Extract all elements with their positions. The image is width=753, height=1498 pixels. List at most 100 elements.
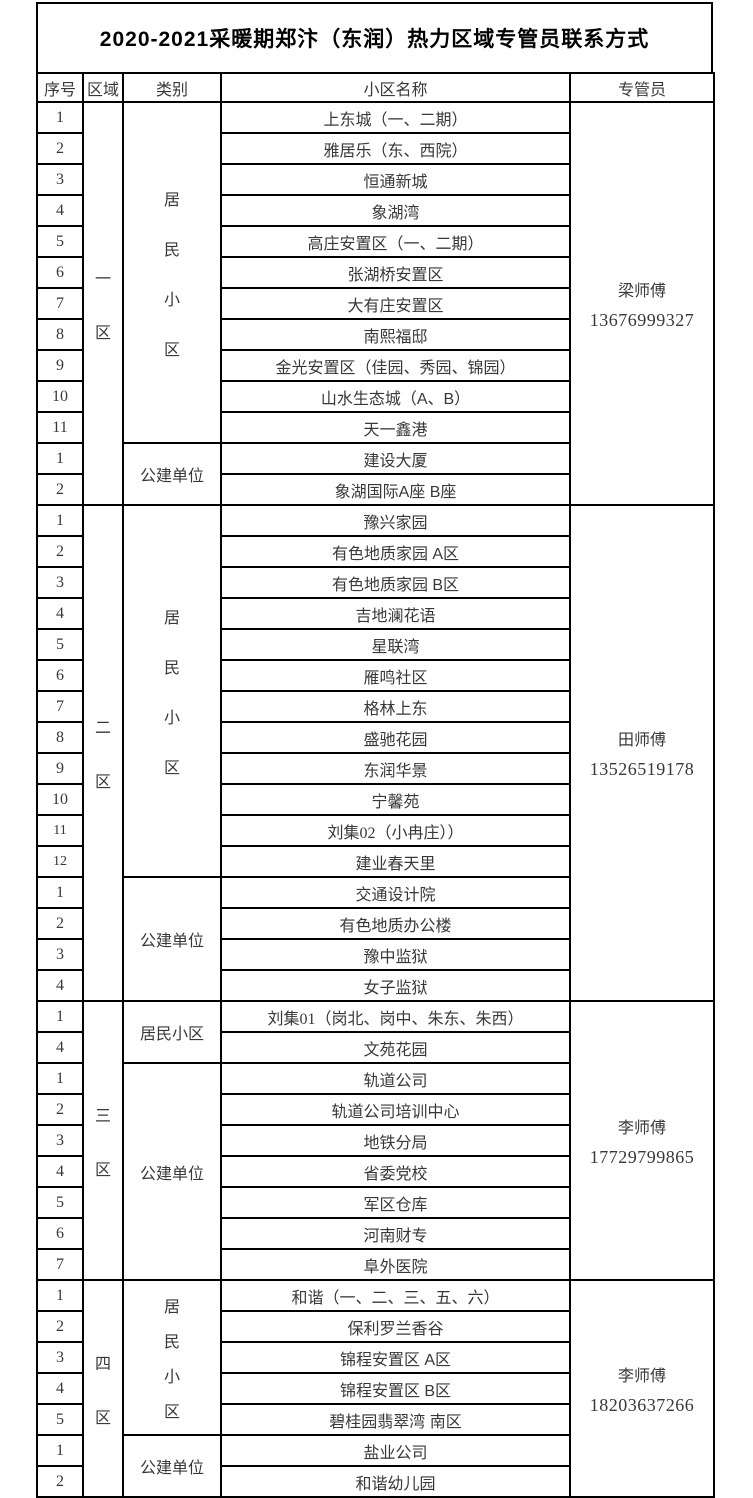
manager-name: 李师傅 [617,1119,666,1137]
cell-serial: 1 [36,504,84,537]
cell-region: 二区 [82,504,124,1002]
cell-serial: 9 [36,349,84,382]
cell-serial: 10 [36,380,84,413]
cell-community: 和谐幼儿园 [220,1465,571,1498]
cell-community: 建业春天里 [220,845,571,878]
cell-serial: 1 [36,1434,84,1467]
manager-name: 梁师傅 [617,282,666,300]
cell-serial: 5 [36,628,84,661]
header-row: 序号 区域 类别 小区名称 专管员 [36,72,715,103]
cell-category: 公建单位 [122,1434,222,1498]
cell-community: 金光安置区（佳园、秀园、锦园） [220,349,571,382]
cell-community: 有色地质家园 A区 [220,535,571,568]
cell-community: 军区仓库 [220,1186,571,1219]
cell-category: 居民小区 [122,1000,222,1064]
cell-community: 豫兴家园 [220,504,571,537]
cell-serial: 9 [36,752,84,785]
cell-manager: 李师傅 17729799865 [569,1000,715,1281]
cell-community: 和谐（一、二、三、五、六） [220,1279,571,1312]
cell-community: 有色地质办公楼 [220,907,571,940]
cell-serial: 8 [36,318,84,351]
col-header-region: 区域 [82,72,124,103]
cell-community: 雁鸣社区 [220,659,571,692]
cell-community: 刘集01（岗北、岗中、朱东、朱西） [220,1000,571,1033]
cell-serial: 5 [36,1186,84,1219]
table-row: 2 有色地质家园 A区 [36,535,714,568]
table-row: 12 建业春天里 [36,845,714,878]
document-page: 2020-2021采暖期郑汴（东润）热力区域专管员联系方式 序号 区域 类别 小… [36,2,715,1498]
table-row: 6 河南财专 [36,1217,714,1250]
table-row: 1 公建单位 轨道公司 [36,1062,714,1281]
manager-name: 李师傅 [617,1367,666,1385]
cell-serial: 2 [36,1093,84,1126]
table-row: 4 象湖湾 [36,194,714,227]
cell-community: 省委党校 [220,1155,571,1188]
cell-serial: 4 [36,1031,84,1064]
cell-category: 公建单位 [122,1062,222,1281]
table-row: 5 星联湾 [36,628,714,661]
table-row: 5 军区仓库 [36,1186,714,1219]
table-row: 7 格林上东 [36,690,714,723]
cell-serial: 12 [36,845,84,878]
manager-phone: 13526519178 [589,759,695,779]
col-header-category: 类别 [122,72,222,103]
cell-community: 星联湾 [220,628,571,661]
table-row: 9 金光安置区（佳园、秀园、锦园） [36,349,714,382]
table-row: 3 恒通新城 [36,163,714,196]
cell-serial: 2 [36,1310,84,1343]
cell-community: 格林上东 [220,690,571,723]
cell-serial: 6 [36,659,84,692]
table-row: 6 雁鸣社区 [36,659,714,692]
manager-name: 田师傅 [617,732,666,749]
cell-region: 一区 [82,101,124,506]
table-row: 1 一区居民小区上东城（一、二期） 梁师傅 13676999327 [36,101,715,506]
table-row: 1 二区居民小区豫兴家园 田师傅 13526519178 [36,504,715,1002]
table-row: 4 女子监狱 [36,969,714,1002]
cell-community: 锦程安置区 B区 [220,1372,571,1405]
cell-serial: 3 [36,1341,84,1374]
table-row: 1 三区居民小区 刘集01（岗北、岗中、朱东、朱西） 李师傅 17729799865 [36,1000,715,1281]
table-row: 1 公建单位 交通设计院 [36,876,714,1002]
table-row: 5 高庄安置区（一、二期） [36,225,714,258]
cell-category: 公建单位 [122,876,222,1002]
cell-manager: 李师傅 18203637266 [569,1279,715,1498]
table-row: 2 雅居乐（东、西院） [36,132,714,165]
col-header-serial: 序号 [36,72,84,103]
cell-serial: 7 [36,690,84,723]
table-row: 4 吉地澜花语 [36,597,714,630]
cell-region: 四区 [82,1279,124,1498]
table-row: 4 省委党校 [36,1155,714,1188]
cell-community: 象湖国际A座 B座 [220,473,571,506]
cell-serial: 1 [36,1279,84,1312]
table-row: 2 象湖国际A座 B座 [36,473,714,506]
cell-community: 轨道公司 [220,1062,571,1095]
table-row: 11 刘集02（小冉庄）） [36,814,714,847]
cell-serial: 6 [36,1217,84,1250]
cell-community: 吉地澜花语 [220,597,571,630]
cell-serial: 2 [36,1465,84,1498]
cell-community: 文苑花园 [220,1031,571,1064]
cell-category: 公建单位 [122,442,222,506]
manager-phone: 18203637266 [589,1394,695,1415]
table-row: 5 碧桂园翡翠湾 南区 [36,1403,714,1436]
cell-community: 保利罗兰香谷 [220,1310,571,1343]
cell-serial: 3 [36,566,84,599]
cell-serial: 1 [36,1062,84,1095]
table-row: 1 四区居民小区和谐（一、二、三、五、六） 李师傅 18203637266 [36,1279,715,1498]
cell-community: 有色地质家园 B区 [220,566,571,599]
manager-phone: 17729799865 [589,1146,695,1167]
cell-community: 建设大厦 [220,442,571,475]
contact-table: 序号 区域 类别 小区名称 专管员 1 一区居民小区上东城（一、二期） 梁师傅 136… [36,72,715,1498]
cell-serial: 2 [36,907,84,940]
table-row: 7 大有庄安置区 [36,287,714,320]
cell-serial: 4 [36,597,84,630]
table-row: 10 山水生态城（A、B） [36,380,714,413]
cell-serial: 3 [36,938,84,971]
cell-serial: 1 [36,876,84,909]
cell-serial: 8 [36,721,84,754]
cell-community: 阜外医院 [220,1248,571,1281]
cell-community: 盐业公司 [220,1434,571,1467]
cell-category: 居民小区 [122,1279,222,1436]
cell-serial: 5 [36,225,84,258]
cell-serial: 2 [36,473,84,506]
